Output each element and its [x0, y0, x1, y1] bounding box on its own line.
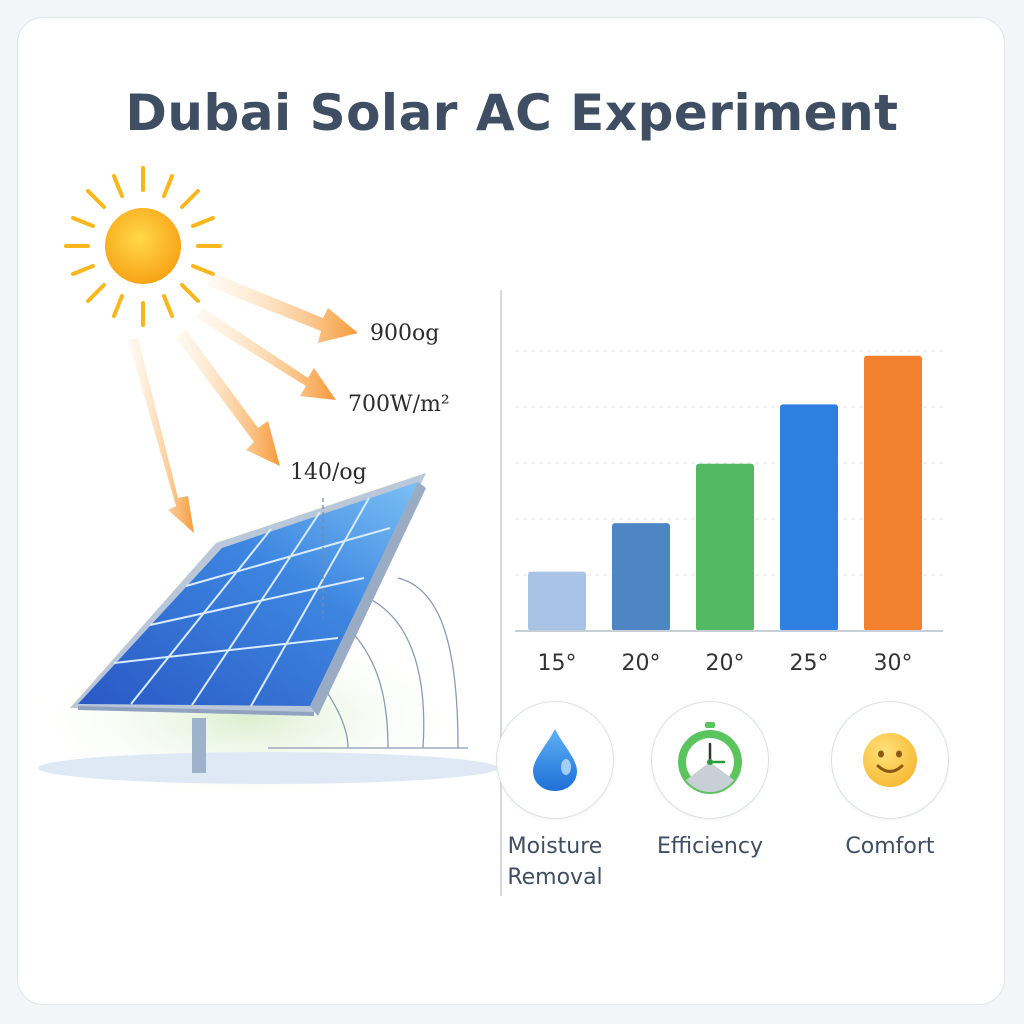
- sun-disc: [105, 208, 181, 284]
- page-title: Dubai Solar AC Experiment: [125, 84, 899, 142]
- metric-label: Moisture Removal: [507, 834, 603, 890]
- x-tick-label: 30°: [873, 651, 913, 676]
- x-tick-label: 15°: [537, 651, 577, 676]
- x-tick-label: 25°: [789, 651, 829, 676]
- water-drop-icon: [496, 701, 614, 819]
- gauge-clock-icon: [651, 701, 769, 819]
- x-tick-label: 20°: [705, 651, 745, 676]
- metric-label: Comfort: [845, 834, 935, 859]
- irradiance-label-1: 900og: [370, 321, 440, 346]
- infographic-card: Dubai Solar AC Experiment: [17, 17, 1005, 1005]
- irradiance-label-3: 140/og: [290, 460, 367, 485]
- metric-moisture-removal: Moisture Removal: [485, 701, 625, 893]
- air-conditioner-frame: [268, 577, 468, 749]
- irradiance-label-2: 700W/m²: [348, 392, 450, 417]
- x-tick-label: 20°: [621, 651, 661, 676]
- metric-efficiency: Efficiency: [640, 701, 780, 862]
- metric-comfort: Comfort: [820, 701, 960, 862]
- sunlight-arrows: [128, 273, 358, 533]
- smiley-face-icon: [831, 701, 949, 819]
- sun-icon: [64, 166, 222, 327]
- solar-panel-icon: [70, 473, 426, 716]
- section-divider: [500, 290, 502, 896]
- solar-scene: [18, 166, 498, 808]
- metric-label: Efficiency: [657, 834, 763, 859]
